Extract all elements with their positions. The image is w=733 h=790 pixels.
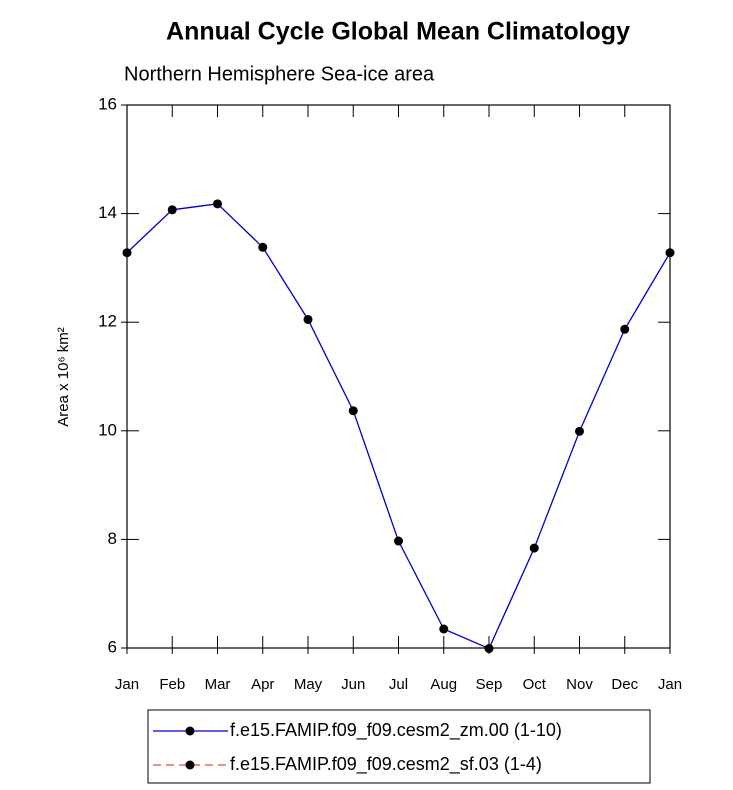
y-tick-label: 8 (108, 529, 117, 548)
data-point (575, 426, 584, 436)
x-tick-label: Nov (566, 676, 593, 693)
y-tick-label: 10 (98, 420, 117, 439)
x-tick-label: Apr (251, 676, 274, 693)
data-point (303, 314, 313, 324)
legend-marker (185, 726, 195, 736)
data-point (258, 242, 268, 252)
x-tick-label: Jan (115, 676, 139, 693)
y-axis-label: Area x 10⁶ km² (55, 327, 72, 427)
x-tick-label: Oct (523, 676, 547, 693)
data-point (167, 205, 177, 215)
data-point (348, 406, 358, 416)
x-tick-label: Feb (159, 676, 185, 693)
x-tick-label: Jun (341, 676, 365, 693)
x-tick-label: May (294, 676, 323, 693)
x-tick-label: Jul (389, 676, 408, 693)
x-tick-label: Sep (476, 676, 503, 693)
y-tick-label: 16 (98, 94, 117, 113)
chart-title: Annual Cycle Global Mean Climatology (166, 18, 630, 46)
x-tick-label: Jan (658, 676, 682, 693)
legend-box (147, 709, 651, 784)
x-tick-label: Dec (611, 676, 638, 693)
series-line (126, 203, 671, 650)
legend-label: f.e15.FAMIP.f09_f09.cesm2_zm.00 (1-10) (230, 720, 562, 741)
chart-subtitle: Northern Hemisphere Sea-ice area (124, 63, 435, 85)
data-point (439, 624, 449, 634)
legend-label: f.e15.FAMIP.f09_f09.cesm2_sf.03 (1-4) (230, 754, 542, 775)
x-tick-label: Mar (205, 676, 231, 693)
data-point (484, 644, 494, 654)
data-point (665, 248, 675, 258)
data-point (122, 248, 132, 258)
data-point (529, 543, 539, 553)
y-tick-label: 12 (98, 312, 117, 331)
y-tick-label: 6 (108, 637, 117, 656)
legend-marker (185, 760, 195, 770)
x-tick-label: Aug (430, 676, 457, 693)
data-point (394, 536, 403, 546)
y-tick-label: 14 (98, 203, 117, 222)
plot-frame (126, 104, 671, 649)
data-point (213, 199, 222, 209)
data-point (620, 324, 630, 334)
